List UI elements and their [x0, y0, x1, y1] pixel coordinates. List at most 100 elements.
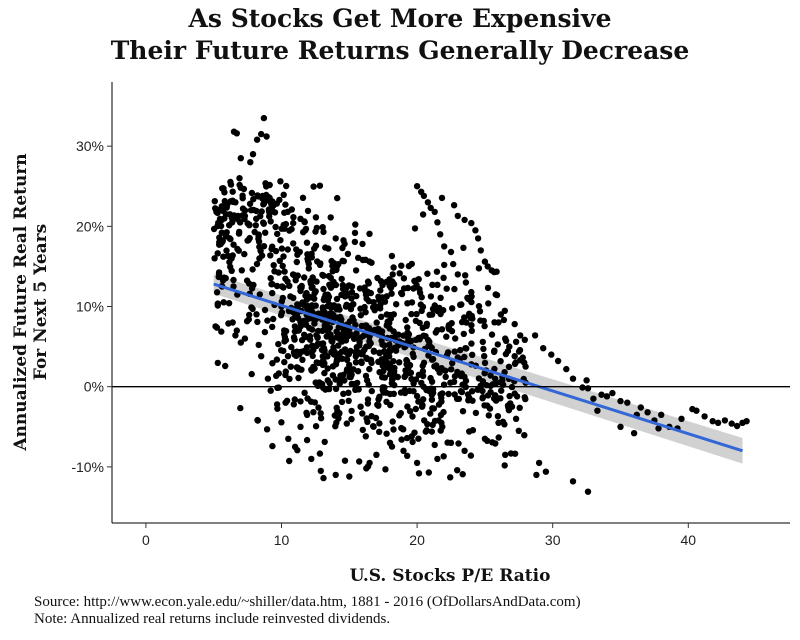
- data-point: [447, 248, 455, 256]
- data-point: [630, 430, 638, 437]
- data-point: [344, 250, 352, 258]
- data-point: [511, 353, 518, 360]
- data-point: [521, 336, 528, 343]
- data-point: [491, 319, 498, 326]
- data-point: [416, 319, 423, 327]
- data-point: [419, 372, 427, 380]
- data-point: [501, 462, 508, 469]
- data-point: [319, 224, 326, 231]
- data-point: [517, 332, 524, 339]
- data-point: [237, 404, 244, 412]
- data-point: [321, 360, 328, 367]
- data-point: [469, 388, 476, 395]
- axes-layer: 0 10 20 30 40 -10% 0% 10% 20% 30%: [71, 82, 790, 548]
- data-point: [320, 474, 327, 482]
- data-point: [338, 398, 346, 406]
- data-point: [387, 401, 394, 409]
- data-point: [429, 386, 437, 393]
- data-point: [548, 351, 555, 358]
- data-point: [423, 320, 431, 327]
- data-point: [554, 357, 562, 365]
- data-point: [388, 290, 395, 297]
- data-point: [434, 281, 441, 288]
- data-point: [454, 212, 461, 220]
- data-point: [375, 402, 382, 409]
- x-tick-label: 40: [681, 532, 697, 548]
- data-point: [519, 354, 526, 361]
- data-point: [352, 359, 360, 366]
- data-point: [435, 417, 442, 424]
- data-point: [390, 264, 397, 271]
- data-point: [413, 183, 421, 190]
- data-point: [256, 291, 263, 298]
- trend-line: [213, 282, 743, 453]
- data-point: [479, 394, 487, 401]
- data-point: [327, 310, 334, 317]
- data-point: [451, 285, 458, 293]
- data-point: [290, 271, 297, 278]
- data-point: [267, 252, 274, 259]
- data-point: [214, 359, 221, 367]
- footnote: Note: Annualized real returns include re…: [34, 611, 391, 627]
- data-point: [264, 375, 272, 382]
- data-point: [314, 340, 322, 347]
- data-point: [330, 260, 338, 267]
- data-point: [362, 433, 369, 440]
- data-point: [260, 243, 268, 250]
- data-point: [302, 292, 309, 299]
- data-point: [431, 441, 438, 449]
- chart-title-line-2: Their Future Returns Generally Decrease: [110, 36, 690, 65]
- data-point: [355, 386, 362, 393]
- data-point: [325, 272, 333, 280]
- data-point: [357, 305, 364, 312]
- data-point: [429, 281, 436, 288]
- data-point: [472, 227, 479, 234]
- data-point: [346, 473, 353, 480]
- data-point: [228, 267, 235, 274]
- data-point: [254, 417, 261, 424]
- data-point: [502, 451, 509, 458]
- data-point: [377, 287, 384, 294]
- data-point: [458, 301, 465, 308]
- data-point: [280, 191, 287, 198]
- data-point: [321, 438, 328, 446]
- data-point: [404, 284, 412, 292]
- data-point: [324, 297, 332, 304]
- data-point: [283, 397, 291, 404]
- y-axis-label-line-1: Annualized Future Real Return: [11, 153, 31, 451]
- x-axis-label: U.S. Stocks P/E Ratio: [350, 566, 551, 586]
- data-point: [291, 396, 298, 403]
- data-point: [447, 474, 454, 481]
- data-point: [364, 396, 372, 403]
- data-point: [465, 312, 473, 319]
- data-point: [351, 333, 358, 340]
- data-point: [312, 214, 320, 221]
- data-point: [433, 268, 441, 275]
- data-point: [485, 412, 492, 419]
- data-point: [332, 423, 339, 430]
- data-point: [658, 411, 665, 418]
- data-point: [479, 338, 486, 346]
- data-point: [341, 293, 349, 300]
- data-point: [303, 239, 311, 246]
- data-point: [443, 285, 450, 292]
- data-point: [268, 281, 275, 288]
- data-point: [333, 266, 340, 274]
- data-point: [284, 278, 291, 285]
- data-point: [376, 296, 383, 303]
- data-point: [278, 245, 286, 252]
- data-point: [329, 280, 336, 287]
- data-point: [445, 323, 453, 330]
- data-point: [481, 352, 488, 360]
- data-point: [468, 322, 475, 329]
- data-point: [376, 369, 383, 376]
- data-point: [260, 219, 267, 226]
- data-point: [437, 231, 444, 238]
- y-tick-label: 30%: [76, 138, 104, 154]
- data-point: [590, 395, 597, 402]
- data-point: [511, 450, 519, 457]
- data-point: [535, 459, 543, 467]
- y-tick-label: 0%: [84, 379, 104, 395]
- data-point: [624, 399, 631, 406]
- data-point: [385, 318, 392, 325]
